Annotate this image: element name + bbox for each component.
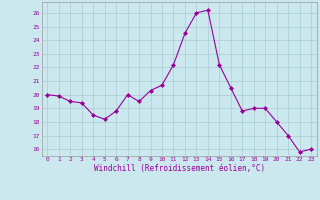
X-axis label: Windchill (Refroidissement éolien,°C): Windchill (Refroidissement éolien,°C)	[94, 164, 265, 173]
